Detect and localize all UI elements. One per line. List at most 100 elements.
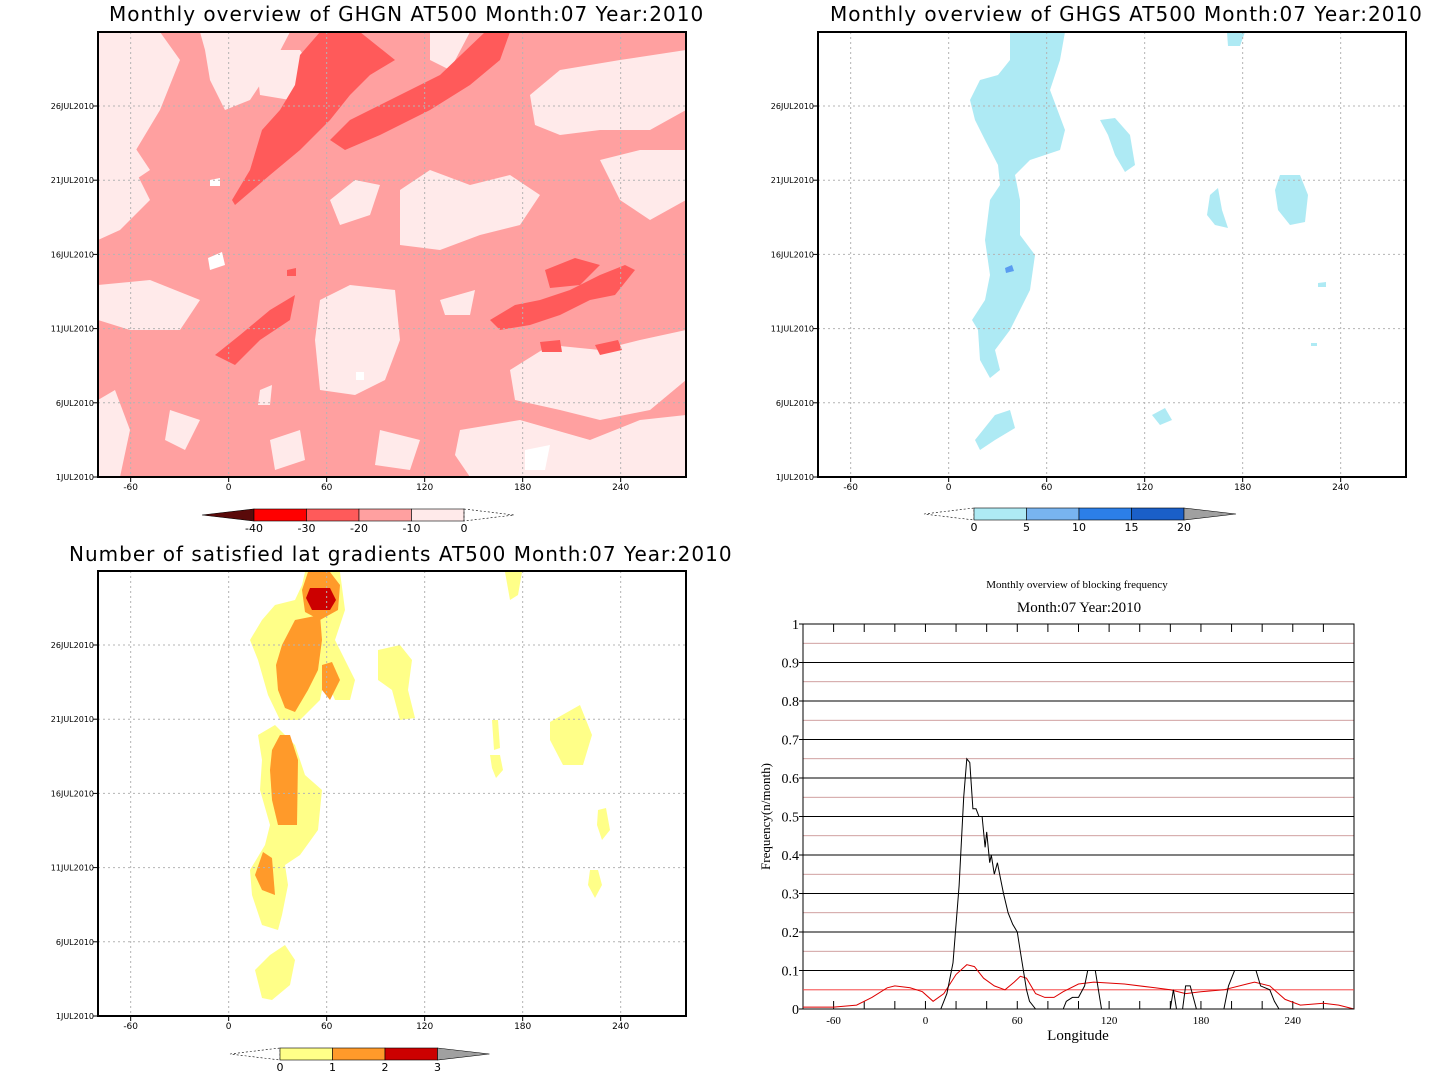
colorbar-segment (279, 1047, 333, 1061)
colorbar-segment (384, 1047, 438, 1061)
y-tick-label: 16JUL2010 (51, 789, 94, 798)
y-tick-label: 0.5 (782, 811, 800, 826)
y-tick-label: 0.1 (782, 965, 800, 980)
y-tick-label: 21JUL2010 (51, 715, 94, 724)
colorbar-segment (306, 508, 360, 522)
field-light (98, 390, 130, 477)
field-light (440, 290, 475, 315)
x-tick-label: 180 (1234, 483, 1251, 493)
x-tick-label: 60 (1041, 483, 1053, 493)
ghgs-title: Monthly overview of GHGS AT500 Month:07 … (830, 2, 1423, 26)
y-tick-label: 26JUL2010 (771, 102, 814, 111)
y-tick-label: 1 (792, 618, 799, 633)
colorbar-label: 3 (434, 1061, 441, 1074)
colorbar-label: 0 (277, 1061, 284, 1074)
field-light (258, 385, 272, 405)
frequency-subtitle: Month:07 Year:2010 (1017, 600, 1141, 616)
field-positive (1318, 282, 1326, 287)
ghgs-chart: -60 0 60 120 180 240 1JUL2010 6JUL2010 11JUL2010… (771, 31, 1407, 534)
y-tick-label: 21JUL2010 (51, 176, 94, 185)
field-dark (330, 32, 510, 150)
grid (818, 32, 1406, 477)
y-tick-label: 1JUL2010 (56, 1012, 94, 1021)
field-dark (540, 340, 562, 352)
grid (803, 642, 1354, 991)
colorbar-low-triangle (201, 508, 255, 522)
field-dark (232, 32, 395, 205)
frequency-title: Monthly overview of blocking frequency (986, 579, 1168, 591)
series-line-0 (803, 757, 1354, 1010)
colorbar-label: -40 (245, 522, 263, 535)
colorbar: -40 -30 -20 -10 0 (201, 508, 515, 535)
field-three (306, 588, 336, 610)
x-tick-label: 60 (321, 483, 333, 493)
y-tick-label: 0 (792, 1003, 799, 1018)
gradients-chart: -60 0 60 120 180 2401JUL20106JUL201011JUL2010… (51, 570, 687, 1074)
y-tick-label: 0.8 (782, 695, 800, 710)
x-tick-label: 60 (321, 1022, 333, 1032)
colorbar-segment (1131, 507, 1185, 521)
colorbar-high-triangle (1183, 507, 1237, 521)
field-light (270, 430, 305, 470)
field-positive (1207, 188, 1228, 228)
colorbar-label: 5 (1023, 521, 1030, 534)
field-dark (595, 340, 622, 355)
x-tick-label: 120 (1136, 483, 1153, 493)
ghgn-panel: Monthly overview of GHGN AT500 Month:07 … (0, 0, 720, 540)
field-one (588, 870, 602, 898)
colorbar-label: -10 (403, 522, 421, 535)
field-positive (1311, 343, 1317, 346)
colorbar-low-triangle (229, 1047, 281, 1061)
y-tick-label: 0.6 (782, 772, 800, 787)
y-tick-label: 21JUL2010 (771, 176, 814, 185)
x-tick-label: 180 (1193, 1015, 1210, 1027)
field-one (597, 808, 610, 840)
colorbar: 0 1 2 3 (229, 1047, 490, 1074)
colorbar-label: 10 (1072, 521, 1086, 534)
x-axis-label: Longitude (1047, 1028, 1109, 1044)
colorbar-segment (358, 508, 412, 522)
field-two (276, 615, 322, 712)
field-positive (1152, 408, 1172, 425)
y-tick-label: 16JUL2010 (771, 250, 814, 259)
y-tick-label: 1JUL2010 (776, 473, 814, 482)
y-tick-label: 0.9 (782, 657, 800, 672)
y-tick-label: 11JUL2010 (51, 864, 94, 873)
frequency-chart: Monthly overview of blocking frequency Mo… (758, 579, 1355, 1044)
y-tick-label: 6JUL2010 (776, 399, 814, 408)
colorbar-label: 20 (1177, 521, 1191, 534)
x-tick-label: 120 (416, 483, 433, 493)
ghgs-panel: Monthly overview of GHGS AT500 Month:07 … (720, 0, 1440, 540)
x-tick-label: 240 (1285, 1015, 1302, 1027)
field-high (1005, 265, 1014, 273)
x-tick-label: 120 (1101, 1015, 1118, 1027)
colorbar-segment (253, 508, 307, 522)
field-light (98, 280, 200, 330)
field-min (356, 372, 364, 380)
y-tick-label: 26JUL2010 (51, 641, 94, 650)
field-two (270, 735, 298, 825)
colorbar-label: 0 (461, 522, 468, 535)
field-one (255, 945, 295, 1000)
y-tick-label: 0.3 (782, 888, 800, 903)
gradients-title: Number of satisfied lat gradients AT500 … (69, 542, 733, 566)
colorbar-label: 0 (971, 521, 978, 534)
field-dark (490, 265, 635, 330)
field-light (455, 415, 686, 477)
x-tick-label: 60 (1012, 1015, 1024, 1027)
y-tick-label: 11JUL2010 (771, 325, 814, 334)
y-tick-label: 0.4 (782, 849, 800, 864)
colorbar-segment (973, 507, 1027, 521)
colorbar-label: -20 (350, 522, 368, 535)
gradients-panel: Number of satisfied lat gradients AT500 … (0, 540, 732, 1091)
colorbar-label: 1 (329, 1061, 336, 1074)
x-tick-label: -60 (826, 1015, 841, 1027)
field-min (210, 178, 220, 186)
x-tick-label: -60 (123, 483, 138, 493)
field-one (505, 572, 522, 600)
field-light (375, 430, 420, 470)
field-positive (975, 410, 1015, 450)
field-dark (545, 258, 600, 288)
field-positive (1227, 32, 1245, 46)
x-tick-label: -60 (843, 483, 858, 493)
